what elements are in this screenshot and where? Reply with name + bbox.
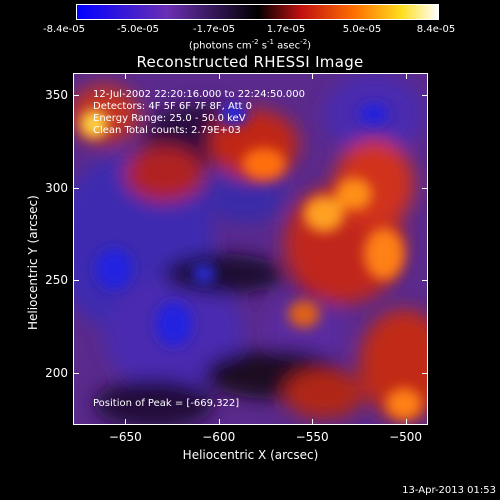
plot-title: Reconstructed RHESSI Image: [136, 53, 364, 71]
info-method-counts: Clean Total counts: 2.79E+03: [93, 125, 241, 136]
y-tick-label: 350: [45, 88, 68, 103]
colorbar-tick-label: -5.0e-05: [117, 24, 159, 35]
image-plot-area: [73, 73, 428, 425]
y-tick-label: 250: [45, 273, 68, 288]
rhessi-heatmap: [74, 74, 427, 424]
y-tick-mark: [422, 280, 428, 282]
x-tick-label: −500: [389, 430, 423, 444]
x-tick-label: −650: [108, 430, 142, 444]
x-tick-mark: [125, 419, 127, 425]
x-tick-mark: [405, 419, 407, 425]
y-tick-mark: [73, 95, 79, 97]
colorbar-units: (photons cm-2 s-1 asec-2): [188, 38, 312, 52]
x-tick-mark: [312, 419, 314, 425]
y-tick-mark: [422, 187, 428, 189]
y-tick-mark: [73, 373, 79, 375]
y-tick-label: 200: [45, 366, 68, 381]
colorbar-tick-label: 8.4e-05: [416, 24, 456, 35]
y-axis-title: Heliocentric Y (arcsec): [26, 195, 40, 330]
plot-timestamp: 13-Apr-2013 01:53: [402, 485, 496, 496]
x-tick-mark: [125, 73, 127, 79]
x-tick-mark: [312, 73, 314, 79]
peak-position-label: Position of Peak = [-669,322]: [93, 398, 240, 409]
y-tick-mark: [422, 95, 428, 97]
colorbar-tick-label: -1.7e-05: [193, 24, 235, 35]
info-detectors: Detectors: 4F 5F 6F 7F 8F, Att 0: [93, 101, 253, 112]
colorbar-tick-label: -8.4e-05: [43, 24, 85, 35]
colorbar-tick-label: 1.7e-05: [266, 24, 306, 35]
y-tick-label: 300: [45, 180, 68, 195]
x-tick-mark: [218, 419, 220, 425]
y-tick-mark: [73, 280, 79, 282]
x-axis-title: Heliocentric X (arcsec): [182, 448, 319, 462]
colorbar-tick-label: 5.0e-05: [342, 24, 382, 35]
y-tick-mark: [422, 373, 428, 375]
info-energy-range: Energy Range: 25.0 - 50.0 keV: [93, 113, 246, 124]
info-time-range: 12-Jul-2002 22:20:16.000 to 22:24:50.000: [93, 89, 305, 100]
x-tick-mark: [218, 73, 220, 79]
colorbar: [76, 4, 439, 20]
y-tick-mark: [73, 187, 79, 189]
x-tick-label: −550: [295, 430, 329, 444]
x-tick-label: −600: [202, 430, 236, 444]
x-tick-mark: [405, 73, 407, 79]
